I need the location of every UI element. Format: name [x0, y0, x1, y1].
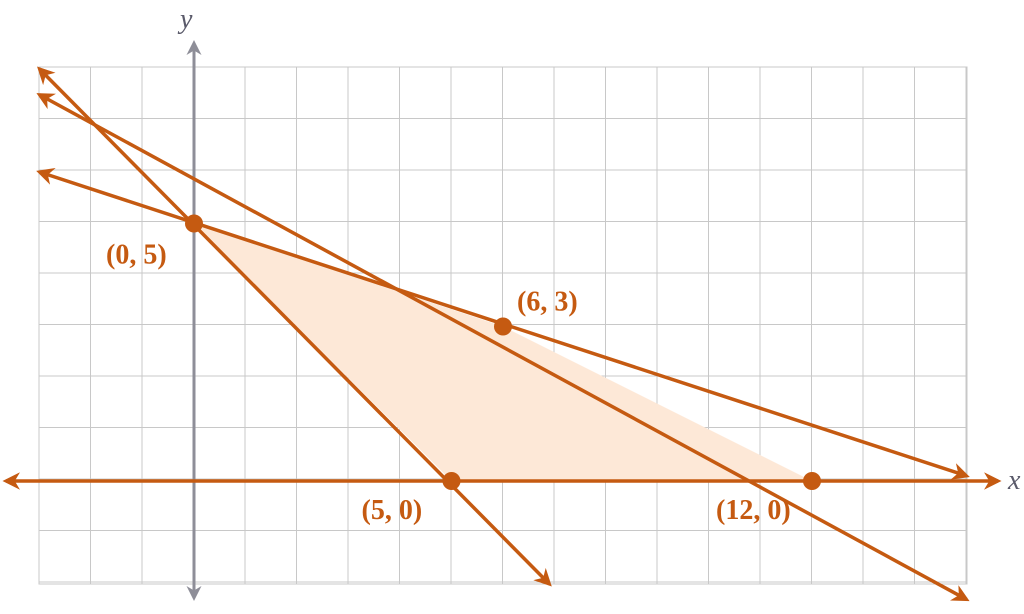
- point-label: (6, 3): [517, 287, 578, 318]
- vertex-point: [494, 317, 512, 336]
- vertex-points: [185, 214, 821, 490]
- x-axis-label: x: [1007, 465, 1021, 496]
- vertex-point: [803, 472, 821, 490]
- vertex-point: [185, 214, 203, 233]
- vertex-point: [442, 472, 461, 490]
- y-axis-label: y: [177, 4, 193, 35]
- point-label: (5, 0): [362, 495, 423, 526]
- point-label: (0, 5): [106, 240, 167, 271]
- labels: (0, 5) (6, 3) (5, 0) (12, 0) x y: [106, 4, 1021, 526]
- point-label: (12, 0): [716, 495, 791, 526]
